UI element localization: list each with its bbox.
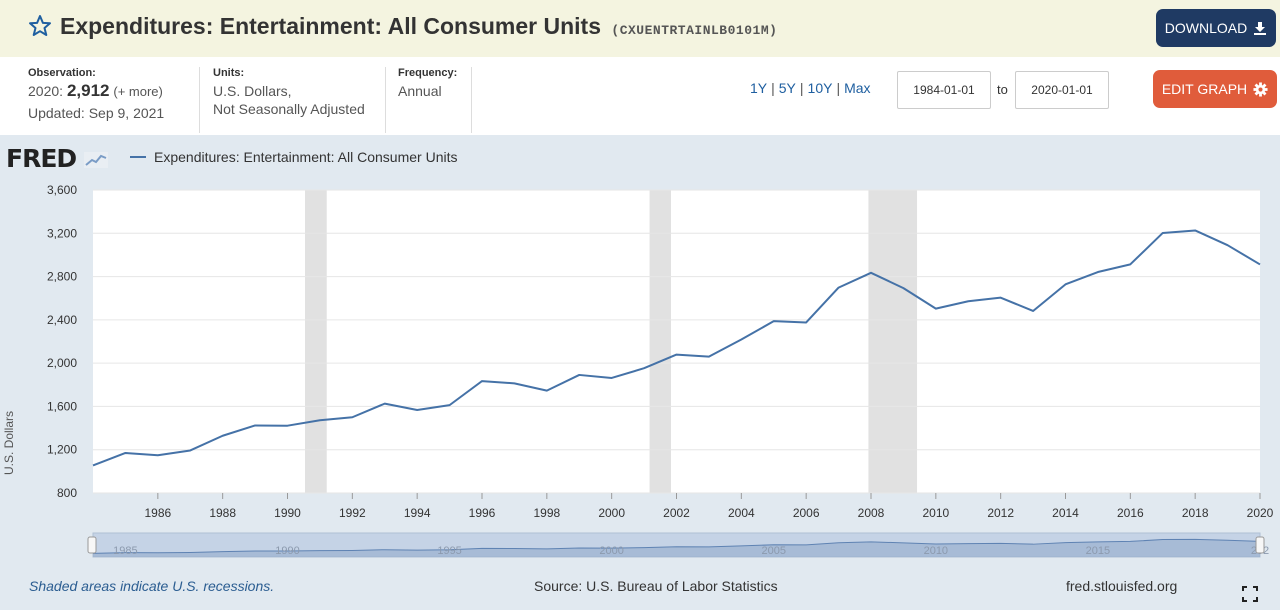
y-tick-label: 3,600 xyxy=(47,183,77,197)
fred-logo[interactable]: FRED xyxy=(6,144,108,173)
range-selector: 1Y | 5Y | 10Y | Max xyxy=(750,80,871,96)
range-10y[interactable]: 10Y xyxy=(807,80,833,96)
frequency-block: Frequency: Annual xyxy=(398,67,472,133)
navigator-left-handle[interactable] xyxy=(87,536,97,554)
x-tick-label: 2004 xyxy=(728,506,755,520)
x-tick-label: 1996 xyxy=(469,506,496,520)
navigator-right-handle[interactable] xyxy=(1255,536,1265,554)
line-chart: 800 1,200 1,600 2,000 2,400 2,800 3,200 3,600 1… xyxy=(47,183,1274,558)
x-tick-label: 2002 xyxy=(663,506,690,520)
navigator-label: 2000 xyxy=(599,545,623,557)
more-observations-link[interactable]: (+ more) xyxy=(113,84,163,99)
range-separator: | xyxy=(771,80,775,96)
x-tick-label: 1998 xyxy=(533,506,560,520)
recession-band xyxy=(868,190,918,493)
observation-label: Observation: xyxy=(28,67,96,79)
y-tick-label: 2,800 xyxy=(47,270,77,284)
y-tick-label: 1,600 xyxy=(47,399,77,413)
fred-logo-text: FRED xyxy=(6,144,77,173)
y-tick-label: 3,200 xyxy=(47,226,77,240)
x-tick-label: 1994 xyxy=(404,506,431,520)
x-tick-label: 2000 xyxy=(598,506,625,520)
range-navigator: 1985199019952000200520102015202 xyxy=(87,532,1269,558)
x-tick-label: 2018 xyxy=(1182,506,1209,520)
chart-legend: Expenditures: Entertainment: All Consume… xyxy=(130,149,457,165)
range-5y[interactable]: 5Y xyxy=(778,80,796,96)
updated-date: Updated: Sep 9, 2021 xyxy=(28,105,165,121)
x-tick-label: 2008 xyxy=(858,506,885,520)
download-label: DOWNLOAD xyxy=(1164,20,1248,36)
range-separator: | xyxy=(799,80,804,96)
x-tick-label: 2020 xyxy=(1247,506,1274,520)
site-link[interactable]: fred.stlouisfed.org xyxy=(1066,578,1178,594)
start-date-input[interactable]: 1984-01-01 xyxy=(897,71,991,109)
navigator-label: 1985 xyxy=(113,545,137,557)
legend-label: Expenditures: Entertainment: All Consume… xyxy=(154,149,458,165)
frequency-value: Annual xyxy=(398,83,442,99)
x-axis-ticks: 1986 1988 1990 1992 1994 1996 1998 2000 2002 2004… xyxy=(144,493,1274,520)
edit-graph-button[interactable]: EDIT GRAPH xyxy=(1153,70,1277,108)
recession-note: Shaded areas indicate U.S. recessions. xyxy=(29,578,275,594)
source-note[interactable]: Source: U.S. Bureau of Labor Statistics xyxy=(534,578,778,594)
units-line2: Not Seasonally Adjusted xyxy=(213,101,365,117)
x-tick-label: 1988 xyxy=(209,506,236,520)
recession-band xyxy=(649,190,671,493)
y-axis-label: U.S. Dollars xyxy=(2,410,16,475)
frequency-label: Frequency: xyxy=(398,67,458,79)
star-outline-icon[interactable] xyxy=(28,14,52,38)
observation-value-row: 2020: 2,912 (+ more) xyxy=(28,82,199,101)
series-layer xyxy=(92,229,1261,467)
gear-icon xyxy=(1253,81,1268,97)
navigator-label: 2005 xyxy=(762,545,786,557)
plot-background xyxy=(93,190,1260,493)
recession-band xyxy=(305,190,327,493)
observation-value: 2,912 xyxy=(66,81,110,100)
series-id: (CXUENTRTAINLB0101M) xyxy=(611,23,778,38)
x-tick-label: 1986 xyxy=(144,506,171,520)
x-tick-label: 2016 xyxy=(1117,506,1144,520)
x-tick-label: 1992 xyxy=(339,506,366,520)
observation-block: Observation: 2020: 2,912 (+ more) Update… xyxy=(28,67,200,133)
observation-period: 2020: xyxy=(28,83,64,99)
navigator-label: 1995 xyxy=(437,545,461,557)
series-title: Expenditures: Entertainment: All Consume… xyxy=(60,13,777,40)
fred-logo-chart-icon xyxy=(83,152,108,168)
range-1y[interactable]: 1Y xyxy=(750,80,768,96)
series-title-text: Expenditures: Entertainment: All Consume… xyxy=(60,13,601,39)
expand-icon[interactable] xyxy=(1242,586,1258,602)
edit-graph-label: EDIT GRAPH xyxy=(1161,81,1248,97)
chart-panel: 800 1,200 1,600 2,000 2,400 2,800 3,200 3,600 1… xyxy=(0,135,1280,610)
x-tick-label: 2012 xyxy=(987,506,1014,520)
date-to-label: to xyxy=(997,82,1008,97)
legend-swatch xyxy=(130,156,146,158)
download-icon xyxy=(1254,22,1267,35)
y-tick-label: 2,000 xyxy=(47,356,77,370)
range-max[interactable]: Max xyxy=(844,80,871,96)
download-button[interactable]: DOWNLOAD xyxy=(1156,9,1276,47)
y-axis-ticks: 800 1,200 1,600 2,000 2,400 2,800 3,200 3,600 xyxy=(47,183,77,500)
y-tick-label: 2,400 xyxy=(47,313,77,327)
units-block: Units: U.S. Dollars, Not Seasonally Adju… xyxy=(213,67,386,133)
y-tick-label: 800 xyxy=(57,486,77,500)
navigator-series-line xyxy=(92,538,1261,554)
y-tick-label: 1,200 xyxy=(47,443,77,457)
range-separator: | xyxy=(836,80,841,96)
recession-bands xyxy=(305,190,918,493)
navigator-label: 1990 xyxy=(275,545,299,557)
series-header: Expenditures: Entertainment: All Consume… xyxy=(0,0,1280,57)
units-label: Units: xyxy=(213,67,245,79)
x-tick-label: 1990 xyxy=(274,506,301,520)
x-tick-label: 2006 xyxy=(793,506,820,520)
navigator-label: 2015 xyxy=(1086,545,1110,557)
x-tick-label: 2010 xyxy=(922,506,949,520)
end-date-input[interactable]: 2020-01-01 xyxy=(1015,71,1109,109)
x-tick-label: 2014 xyxy=(1052,506,1079,520)
navigator-label: 2010 xyxy=(924,545,948,557)
units-line1: U.S. Dollars, xyxy=(213,83,292,99)
